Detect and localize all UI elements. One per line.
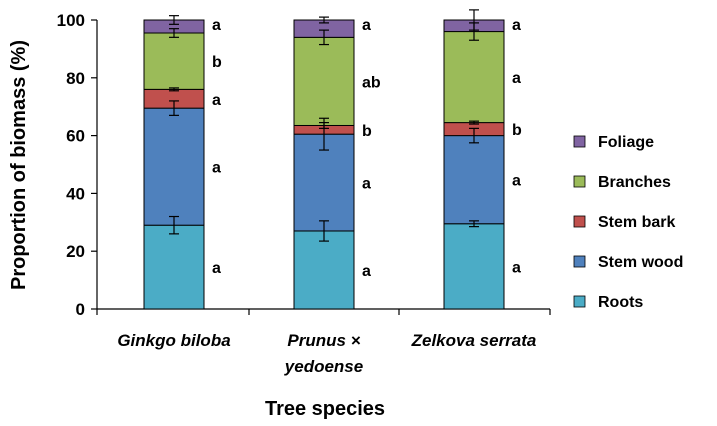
legend-swatch (573, 215, 586, 228)
significance-letter: a (512, 70, 521, 87)
legend: Foliage Branches Stem bark Stem wood Roots (573, 134, 683, 311)
legend-label: Branches (598, 174, 671, 191)
x-category-label: yedoense (284, 357, 363, 376)
legend-swatch (573, 255, 586, 268)
y-tick-label: 80 (66, 69, 85, 88)
significance-letter: b (212, 54, 222, 71)
x-category-label: Ginkgo biloba (117, 331, 230, 350)
y-axis-title: Proportion of biomass (%) (8, 40, 30, 290)
bar-segment (143, 32, 205, 90)
y-tick-label: 20 (66, 242, 85, 261)
significance-letter: a (362, 263, 371, 280)
legend-label: Roots (598, 294, 643, 311)
x-axis-title: Tree species (265, 398, 385, 420)
bar-segment (143, 107, 205, 226)
significance-letter: a (362, 176, 371, 193)
bar-segment (443, 135, 505, 225)
x-axis-categories: Ginkgo biloba Prunus × yedoense Zelkova ser… (117, 331, 536, 376)
legend-label: Stem bark (598, 214, 675, 231)
y-axis-ticks: 0 20 40 60 80 100 (57, 11, 551, 319)
x-category-label: Zelkova serrata (411, 331, 537, 350)
legend-swatch (573, 175, 586, 188)
x-category-label: Prunus × (287, 331, 360, 350)
significance-letter: a (512, 17, 521, 34)
significance-letter: a (212, 160, 221, 177)
bar-segment (293, 36, 355, 126)
significance-letter: a (212, 260, 221, 277)
significance-letter: a (512, 259, 521, 276)
legend-swatch (573, 295, 586, 308)
significance-letter: a (362, 17, 371, 34)
bar-segment (443, 31, 505, 124)
significance-letter: b (362, 123, 372, 140)
bar-segment (293, 230, 355, 310)
bar-segment (443, 223, 505, 310)
bar-segment (143, 224, 205, 310)
significance-letter: a (212, 92, 221, 109)
bar-stack: a a a b a (143, 15, 222, 310)
significance-letter: ab (362, 74, 381, 91)
legend-label: Foliage (598, 134, 654, 151)
bar-stack: a a b a a (443, 9, 522, 310)
y-tick-label: 40 (66, 184, 85, 203)
legend-swatch (573, 135, 586, 148)
y-tick-label: 100 (57, 11, 85, 30)
legend-label: Stem wood (598, 254, 683, 271)
y-tick-label: 60 (66, 127, 85, 146)
significance-letter: a (512, 173, 521, 190)
y-tick-label: 0 (76, 300, 85, 319)
significance-letter: b (512, 122, 522, 139)
significance-letter: a (212, 17, 221, 34)
